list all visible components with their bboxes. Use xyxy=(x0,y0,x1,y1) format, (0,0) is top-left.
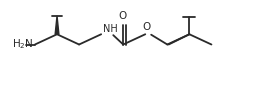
Text: O: O xyxy=(118,11,126,21)
Text: NH: NH xyxy=(103,24,118,34)
Text: $\mathregular{H_2N}$: $\mathregular{H_2N}$ xyxy=(12,38,33,51)
Polygon shape xyxy=(55,16,59,34)
Text: O: O xyxy=(143,22,151,32)
